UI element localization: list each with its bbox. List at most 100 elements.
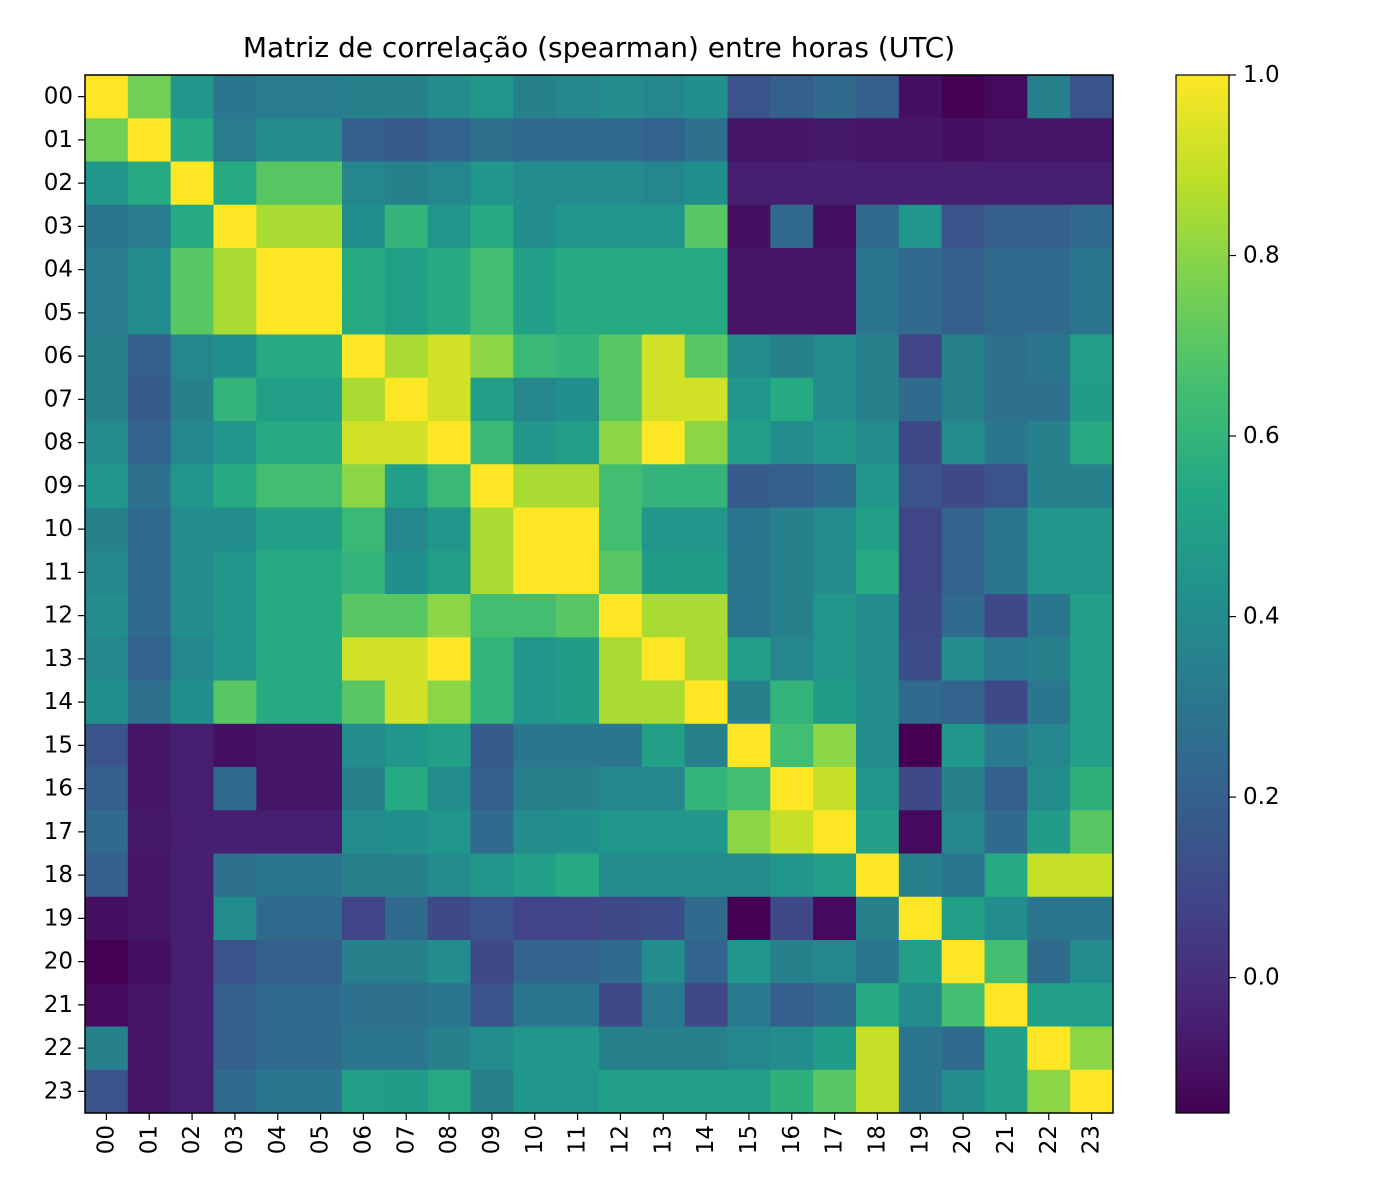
- heatmap-cell: [984, 161, 1028, 206]
- heatmap-cell: [898, 507, 943, 552]
- heatmap-cell: [684, 204, 729, 249]
- heatmap-cell: [256, 161, 300, 206]
- heatmap-cell: [599, 334, 643, 379]
- heatmap-cell: [984, 637, 1028, 682]
- heatmap-cell: [427, 896, 472, 941]
- heatmap-cell: [727, 421, 771, 465]
- heatmap-cell: [941, 1026, 986, 1071]
- heatmap-cell: [599, 75, 643, 119]
- heatmap-cell: [984, 1069, 1028, 1114]
- heatmap-cell: [813, 680, 857, 725]
- heatmap-cell: [170, 507, 215, 552]
- heatmap-cell: [470, 983, 514, 1028]
- heatmap-cell: [941, 767, 986, 811]
- heatmap-cell: [127, 464, 172, 509]
- heatmap-cell: [127, 550, 172, 595]
- heatmap-cell: [770, 507, 814, 552]
- heatmap-cell: [342, 550, 386, 595]
- heatmap-cell: [470, 680, 514, 725]
- heatmap-cell: [727, 594, 771, 638]
- heatmap-cell: [770, 118, 814, 163]
- heatmap-cell: [770, 161, 814, 206]
- heatmap-cell: [641, 940, 686, 984]
- heatmap-cell: [513, 594, 557, 638]
- heatmap-cell: [170, 983, 215, 1028]
- heatmap-cell: [1027, 204, 1071, 249]
- heatmap-cell: [427, 161, 472, 206]
- x-tick-label: 11: [565, 1125, 591, 1154]
- heatmap-cell: [256, 118, 300, 163]
- y-tick-label: 10: [44, 516, 73, 542]
- heatmap-cell: [727, 75, 771, 119]
- heatmap-cell: [1027, 680, 1071, 725]
- heatmap-cell: [770, 464, 814, 509]
- heatmap-cell: [256, 940, 300, 984]
- heatmap-cell: [1027, 896, 1071, 941]
- heatmap-cell: [384, 161, 429, 206]
- heatmap-cell: [684, 983, 729, 1028]
- heatmap-cell: [599, 853, 643, 898]
- heatmap-cell: [1070, 507, 1114, 552]
- heatmap-cell: [85, 161, 129, 206]
- x-tick-label: 14: [693, 1125, 719, 1154]
- heatmap-cell: [256, 896, 300, 941]
- y-tick-label: 13: [44, 646, 73, 672]
- heatmap-cell: [556, 204, 600, 249]
- heatmap-cell: [941, 334, 986, 379]
- heatmap-cell: [684, 1069, 729, 1114]
- heatmap-cell: [384, 594, 429, 638]
- heatmap-cell: [470, 1069, 514, 1114]
- heatmap-cell: [727, 637, 771, 682]
- heatmap-cell: [299, 248, 343, 292]
- heatmap-cell: [427, 204, 472, 249]
- heatmap-cell: [470, 1026, 514, 1071]
- heatmap-cell: [727, 550, 771, 595]
- heatmap-cell: [941, 248, 986, 292]
- heatmap-cell: [213, 421, 257, 465]
- heatmap-cell: [470, 767, 514, 811]
- heatmap-cell: [856, 291, 900, 336]
- heatmap-cell: [213, 680, 257, 725]
- heatmap-cell: [898, 680, 943, 725]
- heatmap-cell: [641, 983, 686, 1028]
- heatmap-cell: [85, 983, 129, 1028]
- heatmap-cell: [342, 767, 386, 811]
- x-tick-label: 17: [822, 1125, 848, 1154]
- heatmap-cell: [127, 118, 172, 163]
- heatmap-cell: [599, 810, 643, 855]
- y-tick-label: 08: [44, 430, 73, 456]
- heatmap-cell: [299, 896, 343, 941]
- heatmap-cell: [213, 204, 257, 249]
- heatmap-cell: [684, 896, 729, 941]
- heatmap-cell: [1070, 334, 1114, 379]
- heatmap-cell: [984, 75, 1028, 119]
- heatmap-cell: [127, 983, 172, 1028]
- heatmap-cell: [470, 940, 514, 984]
- y-tick-label: 19: [44, 905, 73, 931]
- heatmap-cell: [470, 248, 514, 292]
- heatmap-cell: [856, 940, 900, 984]
- heatmap-cell: [941, 75, 986, 119]
- heatmap-cell: [770, 983, 814, 1028]
- heatmap-cell: [727, 983, 771, 1028]
- heatmap-cell: [213, 75, 257, 119]
- heatmap-cell: [127, 1069, 172, 1114]
- heatmap-cell: [599, 983, 643, 1028]
- heatmap-cell: [684, 118, 729, 163]
- heatmap-cell: [684, 248, 729, 292]
- heatmap-cell: [213, 550, 257, 595]
- heatmap-cell: [384, 118, 429, 163]
- heatmap-cell: [641, 248, 686, 292]
- heatmap-cell: [256, 291, 300, 336]
- heatmap-cell: [213, 248, 257, 292]
- heatmap-cell: [1070, 853, 1114, 898]
- heatmap-cell: [256, 723, 300, 768]
- heatmap-cell: [941, 1069, 986, 1114]
- heatmap-cell: [813, 723, 857, 768]
- x-tick-label: 18: [864, 1125, 890, 1154]
- heatmap-cell: [641, 550, 686, 595]
- y-tick-label: 21: [44, 992, 73, 1018]
- x-tick-label: 05: [308, 1125, 334, 1154]
- x-tick-label: 00: [93, 1125, 119, 1154]
- heatmap-cell: [599, 1026, 643, 1071]
